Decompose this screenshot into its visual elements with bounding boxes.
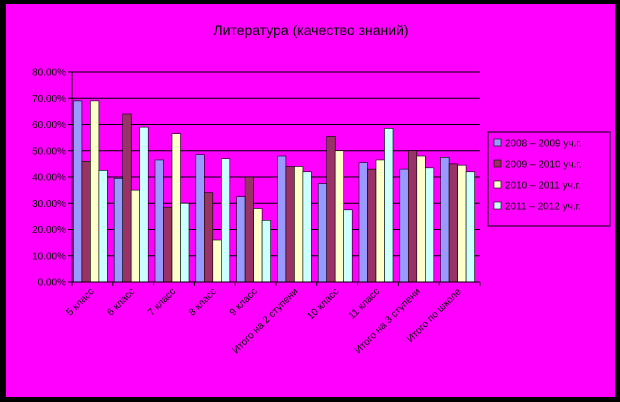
legend: 2008 – 2009 уч.г. 2009 – 2010 уч.г. 2010 –… — [487, 131, 611, 227]
bar — [375, 159, 385, 283]
legend-label: 2011 – 2012 уч.г. — [505, 202, 581, 213]
bar — [98, 170, 108, 283]
bar — [285, 166, 295, 283]
bar — [465, 171, 475, 283]
legend-swatch — [493, 201, 502, 210]
x-axis-ticks: 5 класс 6 класс 7 класс 8 класс 9 классИтого… — [65, 286, 464, 356]
legend-swatch — [493, 159, 502, 168]
y-tick-label: 0.00% — [38, 278, 66, 289]
legend-label: 2008 – 2009 уч.г. — [505, 139, 582, 150]
bar — [154, 159, 164, 283]
legend-label: 2009 – 2010 уч.г. — [505, 160, 582, 171]
y-axis-ticks: 0.00% 10.00% 20.00% 30.00% 40.00% 50.00% 60.00… — [32, 68, 66, 289]
bar — [440, 157, 450, 283]
bar — [343, 209, 353, 283]
bar — [73, 100, 83, 283]
bar — [244, 176, 254, 283]
x-tick-label: 8 класс — [187, 286, 219, 318]
bar — [122, 113, 132, 283]
bar — [416, 155, 426, 283]
bar — [317, 183, 328, 283]
x-tick-label: 9 класс — [228, 286, 260, 318]
bar — [384, 128, 394, 283]
bar — [221, 158, 231, 283]
y-tick-label: 30.00% — [32, 199, 66, 210]
y-tick-label: 10.00% — [32, 251, 66, 262]
bar — [253, 208, 263, 283]
bar — [180, 202, 190, 283]
y-tick-label: 20.00% — [32, 225, 66, 236]
chart-area: Литература (качество знаний) 0.00% 10.00%… — [5, 3, 616, 398]
bar — [277, 155, 287, 283]
y-tick-label: 40.00% — [32, 173, 66, 184]
bar — [236, 196, 246, 283]
bar — [204, 192, 214, 283]
bar — [302, 171, 312, 283]
bar — [294, 166, 304, 283]
legend-label: 2010 – 2011 уч.г. — [505, 181, 581, 192]
bar — [367, 168, 377, 283]
bar — [358, 162, 368, 283]
bar — [139, 126, 149, 283]
chart-title: Литература (качество знаний) — [213, 22, 408, 38]
bar — [326, 136, 336, 283]
bar — [212, 239, 222, 283]
x-tick-label: 6 класс — [105, 286, 137, 318]
x-tick-label: 7 класс — [146, 286, 178, 318]
bar — [448, 163, 458, 283]
x-tick-label: 11 класс — [347, 286, 382, 321]
bars — [73, 100, 475, 283]
y-tick-label: 80.00% — [32, 68, 66, 79]
x-tick-label: 5 класс — [65, 286, 97, 318]
bar — [113, 178, 123, 283]
x-tick-label: 10 класс — [305, 286, 341, 322]
bar — [399, 168, 409, 283]
axes — [68, 71, 481, 286]
bar — [163, 206, 173, 283]
bar — [261, 220, 271, 283]
bar — [171, 133, 181, 283]
y-tick-label: 70.00% — [32, 94, 66, 105]
bar — [90, 100, 100, 283]
legend-box — [487, 131, 611, 227]
y-tick-label: 60.00% — [32, 120, 66, 131]
bar-chart: Литература (качество знаний) 0.00% 10.00%… — [32, 22, 611, 356]
bar — [130, 189, 140, 283]
bar — [424, 167, 435, 283]
bar — [195, 154, 205, 283]
bar — [81, 160, 91, 283]
legend-swatch — [493, 180, 502, 189]
bar — [407, 150, 418, 283]
bar — [457, 164, 467, 283]
y-tick-label: 50.00% — [32, 146, 66, 157]
legend-swatch — [493, 138, 502, 147]
bar — [334, 150, 345, 283]
